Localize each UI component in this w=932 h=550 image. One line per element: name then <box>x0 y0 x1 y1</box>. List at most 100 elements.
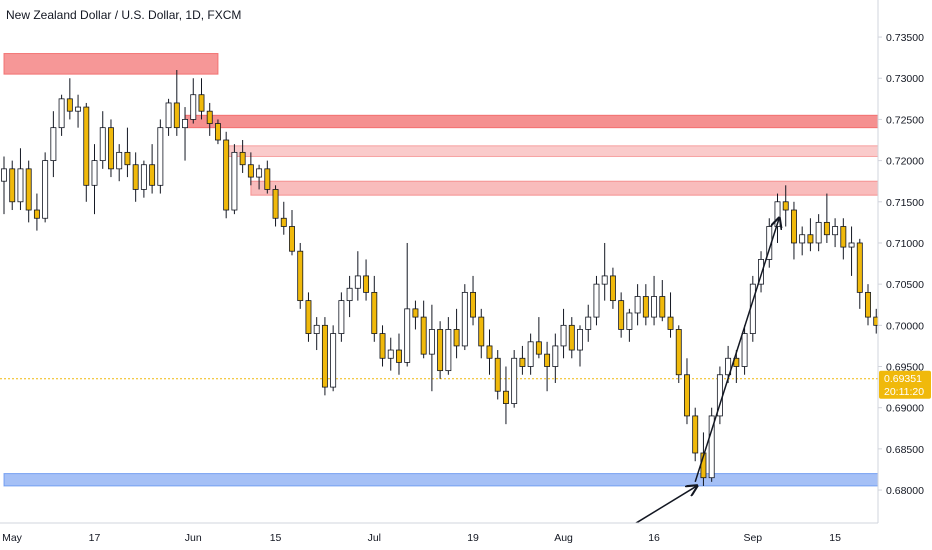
candle <box>519 345 526 375</box>
resistance-zone <box>250 180 879 196</box>
candle-body <box>198 94 205 112</box>
candle <box>58 94 65 136</box>
time-tick-label: 17 <box>89 532 101 544</box>
candle <box>478 308 485 359</box>
candle <box>791 201 797 260</box>
candle <box>50 111 57 178</box>
candle <box>313 317 320 351</box>
price-tick-label: 0.70000 <box>886 320 924 332</box>
candle <box>190 78 197 124</box>
candle <box>774 193 781 243</box>
candle <box>42 152 49 223</box>
candle <box>404 242 411 367</box>
candle-body <box>214 123 221 141</box>
candle-body <box>865 291 871 318</box>
candle <box>25 160 32 223</box>
candle <box>99 111 106 169</box>
candle-body <box>313 324 320 334</box>
candle <box>149 144 156 194</box>
candle-body <box>83 106 90 186</box>
candle <box>231 144 238 215</box>
candle <box>396 333 402 375</box>
candle <box>321 317 328 396</box>
time-axis[interactable]: May17Jun15Jul19Aug16Sep1518Nov27 Sep '05… <box>0 522 932 550</box>
candle-body <box>791 209 797 244</box>
time-tick-label: 16 <box>648 532 660 544</box>
candle-body <box>379 333 386 359</box>
time-tick-label: Jul <box>368 532 381 544</box>
candle <box>511 350 518 408</box>
candle <box>363 259 370 301</box>
candle <box>626 308 633 342</box>
candle <box>140 160 147 198</box>
candle-body <box>272 189 279 219</box>
price-tick-label: 0.71500 <box>886 197 924 209</box>
candle-body <box>856 242 863 293</box>
candle-body <box>140 164 147 190</box>
candle <box>272 185 279 227</box>
candle <box>108 119 114 178</box>
candle <box>716 366 723 425</box>
price-tick-label: 0.72000 <box>886 156 924 168</box>
candle-body <box>437 329 444 372</box>
candle-body <box>461 291 468 347</box>
candle-body <box>642 296 649 318</box>
candle <box>371 275 378 342</box>
support-zone <box>3 473 879 487</box>
candle-body <box>692 415 699 454</box>
candle-body <box>799 234 806 244</box>
candle-body <box>396 349 402 363</box>
candle <box>17 148 24 211</box>
price-tick-label: 0.72500 <box>886 114 924 126</box>
candle-body <box>478 316 485 347</box>
candle-body <box>659 296 666 318</box>
candle <box>165 98 172 136</box>
price-tick-label: 0.69000 <box>886 403 924 415</box>
candle <box>799 226 806 256</box>
candle-body <box>453 329 460 347</box>
candle-body <box>42 160 49 219</box>
trend-arrow <box>628 486 696 528</box>
candle <box>264 160 271 194</box>
candle-body <box>552 345 559 367</box>
candle-body <box>50 127 57 162</box>
candle <box>173 70 180 136</box>
candle-body <box>815 221 822 244</box>
candle-body <box>626 312 633 330</box>
resistance-zone <box>225 145 879 157</box>
candle <box>667 292 674 338</box>
candle <box>437 321 444 379</box>
candle-body <box>1 168 7 182</box>
candle <box>585 304 592 342</box>
candle <box>593 275 600 326</box>
candle-body <box>346 287 353 302</box>
candle <box>848 226 855 276</box>
candle <box>840 218 847 260</box>
candle-body <box>741 333 748 367</box>
candle-body <box>231 151 238 211</box>
candle-body <box>667 316 674 330</box>
candle <box>807 218 814 252</box>
time-tick-label: Aug <box>554 532 573 544</box>
candle-body <box>782 201 789 211</box>
candle <box>560 308 567 359</box>
candle <box>354 251 361 301</box>
candle-body <box>157 127 164 186</box>
time-tick-label: May <box>2 532 23 544</box>
candle-body <box>486 345 493 359</box>
candle-body <box>470 291 476 318</box>
price-tick-label: 0.73000 <box>886 73 924 85</box>
candle-body <box>609 275 616 302</box>
candle <box>856 238 863 309</box>
candle <box>832 218 839 248</box>
candle-body <box>527 341 534 367</box>
candles <box>1 70 932 486</box>
candle <box>659 280 666 322</box>
candle <box>379 325 386 367</box>
candle-body <box>321 324 328 388</box>
price-axis[interactable]: 0.73500 0.73000 0.72500 0.72000 0.71500 0.710… <box>877 0 932 550</box>
trend-lines <box>628 218 779 528</box>
time-tick-label: 15 <box>829 532 841 544</box>
candle-body <box>519 357 526 367</box>
